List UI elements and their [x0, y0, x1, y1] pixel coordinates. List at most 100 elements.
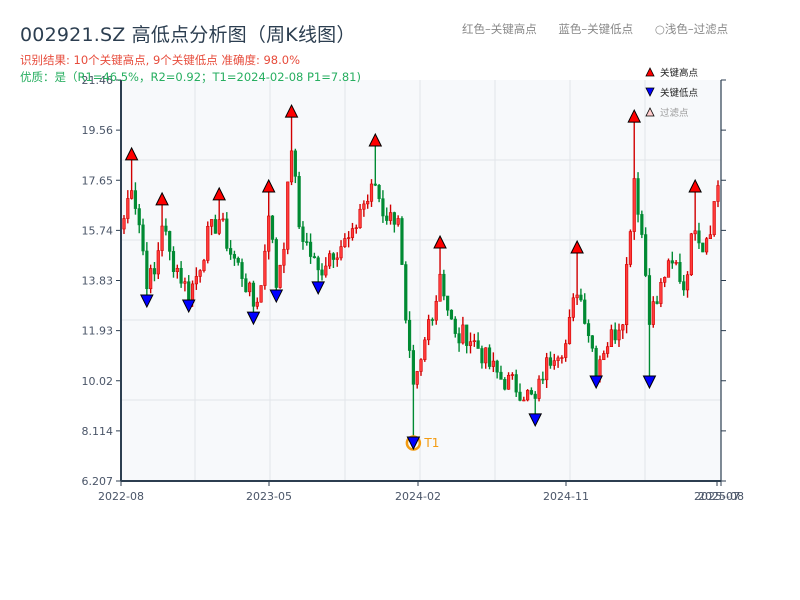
- candle-body: [282, 248, 286, 266]
- candle-body: [560, 357, 564, 359]
- candle-body: [518, 391, 522, 401]
- candle-body: [305, 241, 309, 243]
- candle-body: [270, 215, 275, 240]
- candle-body: [537, 378, 541, 399]
- candle-body: [697, 230, 701, 244]
- candle-body: [385, 215, 389, 221]
- x-tick-label: 2025-08: [698, 490, 744, 503]
- candle-body: [209, 219, 214, 227]
- candle-body: [514, 374, 518, 393]
- candle-body: [621, 324, 625, 331]
- candle-body: [251, 282, 256, 307]
- candle-body: [613, 329, 617, 341]
- t1-label: T1: [423, 436, 439, 450]
- candle-body: [373, 183, 377, 186]
- candle-body: [312, 256, 316, 259]
- candle-body: [522, 399, 526, 402]
- candle-body: [274, 239, 278, 288]
- candle-body: [609, 329, 613, 347]
- candle-body: [674, 262, 678, 264]
- candle-body: [453, 318, 457, 334]
- candle-body: [678, 262, 682, 282]
- candle-body: [465, 324, 469, 346]
- candle-body: [541, 378, 545, 381]
- candle-body: [647, 275, 652, 325]
- candle-body: [267, 215, 271, 252]
- candle-body: [434, 301, 438, 321]
- candle-body: [586, 323, 591, 336]
- key-low-marker-icon: [269, 289, 284, 304]
- candle-body: [682, 281, 686, 291]
- x-tick-label: 2024-11: [543, 490, 589, 503]
- candle-body: [529, 390, 534, 395]
- legend-label: 关键低点: [660, 87, 699, 99]
- key-low-marker-icon: [589, 375, 603, 390]
- candle-body: [503, 379, 507, 390]
- candle-body: [164, 225, 168, 232]
- candle-body: [213, 219, 217, 234]
- candle-body: [476, 340, 480, 349]
- candle-body: [236, 257, 240, 263]
- candle-body: [602, 353, 606, 361]
- candle-body: [320, 269, 324, 276]
- x-tick-label: 2022-08: [98, 490, 144, 503]
- result-summary: 识别结果: 10个关键高点, 9个关键低点 准确度: 98.0%: [20, 53, 301, 67]
- key-high-marker-icon: [155, 191, 169, 206]
- candle-body: [598, 359, 602, 377]
- y-tick-label: 21.46: [82, 74, 114, 87]
- candle-body: [297, 176, 301, 228]
- pivot-markers: T1: [124, 103, 702, 451]
- top-legend: 红色–关键高点 蓝色–关键低点 ○浅色–过滤点: [462, 21, 728, 37]
- key-high-marker-icon: [124, 146, 139, 161]
- top-legend-low: 蓝色–关键低点: [558, 22, 634, 36]
- legend-marker-icon: [645, 87, 655, 97]
- candle-body: [259, 285, 263, 303]
- candle-body: [468, 341, 473, 346]
- candle-body: [289, 150, 294, 183]
- candle-body: [358, 208, 362, 228]
- key-high-marker-icon: [688, 178, 702, 193]
- candle-body: [316, 257, 320, 271]
- candle-body: [354, 227, 358, 229]
- candle-body: [449, 309, 454, 320]
- candle-body: [472, 340, 476, 342]
- top-legend-high: 红色–关键高点: [462, 22, 537, 36]
- candle-body: [328, 253, 332, 267]
- candle-body: [202, 260, 206, 271]
- candle-body: [206, 225, 210, 261]
- candle-body: [427, 319, 431, 341]
- x-tick-label: 2023-05: [246, 490, 292, 503]
- candle-body: [564, 343, 568, 358]
- candle-body: [556, 357, 560, 361]
- y-tick-label: 13.83: [82, 275, 114, 288]
- candle-body: [701, 242, 705, 253]
- x-tick-label: 2025-07: [694, 490, 740, 503]
- candle-body: [526, 390, 530, 401]
- key-low-marker-icon: [311, 281, 326, 296]
- candle-body: [716, 185, 720, 202]
- quality-summary: 优质：是（R1=46.5%，R2=0.92；T1=2024-02-08 P1=7…: [20, 70, 361, 84]
- candle-body: [575, 294, 579, 299]
- candle-body: [350, 228, 355, 238]
- top-legend-filtered: ○浅色–过滤点: [654, 22, 729, 36]
- candle-body: [442, 273, 446, 297]
- candle-body: [324, 265, 328, 276]
- candle-body: [423, 339, 427, 360]
- candle-body: [484, 347, 488, 364]
- y-tick-label: 15.74: [82, 224, 114, 237]
- candle-body: [179, 267, 183, 284]
- candle-body: [152, 268, 157, 275]
- candle-body: [655, 301, 659, 304]
- legend-marker-icon: [645, 67, 655, 77]
- candle-body: [594, 347, 598, 377]
- candle-body: [495, 360, 499, 373]
- candle-body: [293, 150, 297, 177]
- y-tick-label: 10.02: [82, 375, 114, 388]
- candle-body: [175, 267, 179, 272]
- candle-body: [636, 178, 640, 215]
- candle-body: [499, 371, 503, 380]
- candle-body: [583, 299, 587, 324]
- plot-area: [121, 80, 721, 481]
